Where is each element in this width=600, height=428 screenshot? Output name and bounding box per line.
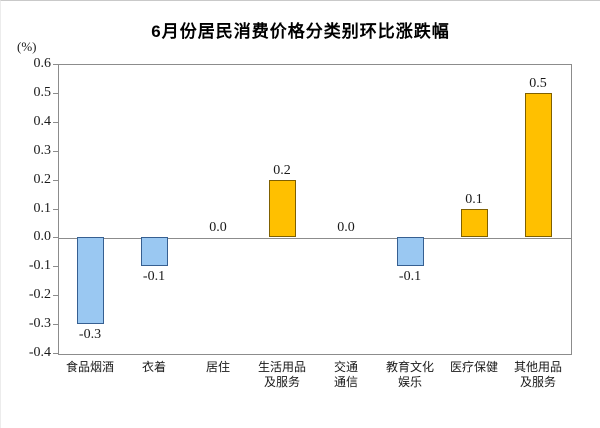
bar: [268, 179, 296, 238]
y-axis-tick-label: 0.1: [33, 200, 52, 216]
bar: [140, 237, 168, 267]
x-axis-category-label-line: 生活用品: [257, 360, 306, 374]
y-axis-tick: [53, 179, 58, 181]
x-axis-category-label: 教育文化 娱乐: [378, 360, 442, 390]
x-axis-category-label-line: 及服务: [263, 375, 300, 389]
y-axis-tick-label: -0.3: [28, 316, 51, 332]
bar-value-label: 0.0: [337, 220, 355, 236]
x-axis-category-label-line: 交通: [333, 360, 358, 374]
y-axis-tick-label: 0.3: [33, 142, 52, 158]
y-axis-tick: [53, 353, 58, 354]
y-axis-tick: [53, 92, 58, 94]
x-axis-category-label-line: 医疗保健: [449, 360, 498, 374]
bar-value-label: -0.3: [78, 327, 102, 343]
y-axis-tick: [53, 150, 58, 152]
bar: [460, 208, 488, 238]
bar: [396, 237, 424, 267]
x-axis-category-label: 衣着: [122, 360, 186, 375]
y-axis-unit-label: (%): [17, 39, 37, 54]
bar: [76, 237, 104, 325]
x-axis-category-label-line: 教育文化: [385, 360, 434, 374]
x-axis-category-label-line: 及服务: [519, 375, 556, 389]
x-axis-category-label-line: 其他用品: [513, 360, 562, 374]
x-axis-category-label: 其他用品 及服务: [506, 360, 570, 390]
y-axis-tick: [53, 266, 58, 268]
x-axis-category-label: 生活用品 及服务: [250, 360, 314, 390]
x-axis-category-label-line: 通信: [333, 375, 358, 389]
bar-value-label: 0.1: [465, 191, 483, 207]
y-axis-tick: [53, 208, 58, 210]
x-axis-category-label-line: 衣着: [141, 360, 166, 374]
bar-value-label: -0.1: [142, 269, 166, 285]
x-axis-category-label-line: 食品烟酒: [65, 360, 114, 374]
y-axis-tick-label: 0.6: [33, 56, 52, 71]
x-axis-category-label: 交通 通信: [314, 360, 378, 390]
y-axis-tick-label: 0.2: [33, 171, 52, 187]
x-axis-category-label-line: 娱乐: [397, 375, 422, 389]
bar-value-label: 0.0: [209, 220, 227, 236]
x-axis-category-label: 医疗保健: [442, 360, 506, 375]
y-axis-tick: [53, 237, 58, 239]
bar-value-label: -0.1: [398, 269, 422, 285]
x-axis-category-label: 食品烟酒: [58, 360, 122, 375]
y-axis-tick-label: 0.0: [33, 229, 52, 245]
plot-area: [58, 64, 572, 355]
bar-value-label: 0.5: [529, 75, 547, 91]
y-axis-tick-label: -0.2: [28, 287, 51, 303]
y-axis-tick: [53, 64, 58, 65]
y-axis-tick: [53, 121, 58, 123]
y-axis-tick-label: 0.4: [33, 113, 52, 129]
x-axis-category-label: 居住: [186, 360, 250, 375]
chart-title: 6月份居民消费价格分类别环比涨跌幅: [151, 22, 450, 41]
y-axis-tick-label: 0.5: [33, 84, 52, 100]
y-axis-tick-label: -0.4: [28, 345, 51, 360]
y-axis-tick: [53, 324, 58, 326]
y-axis-tick: [53, 295, 58, 297]
bar: [524, 92, 552, 238]
bar-value-label: 0.2: [273, 162, 291, 178]
y-axis-tick-label: -0.1: [28, 258, 51, 274]
zero-baseline: [59, 238, 571, 240]
x-axis-category-label-line: 居住: [205, 360, 230, 374]
